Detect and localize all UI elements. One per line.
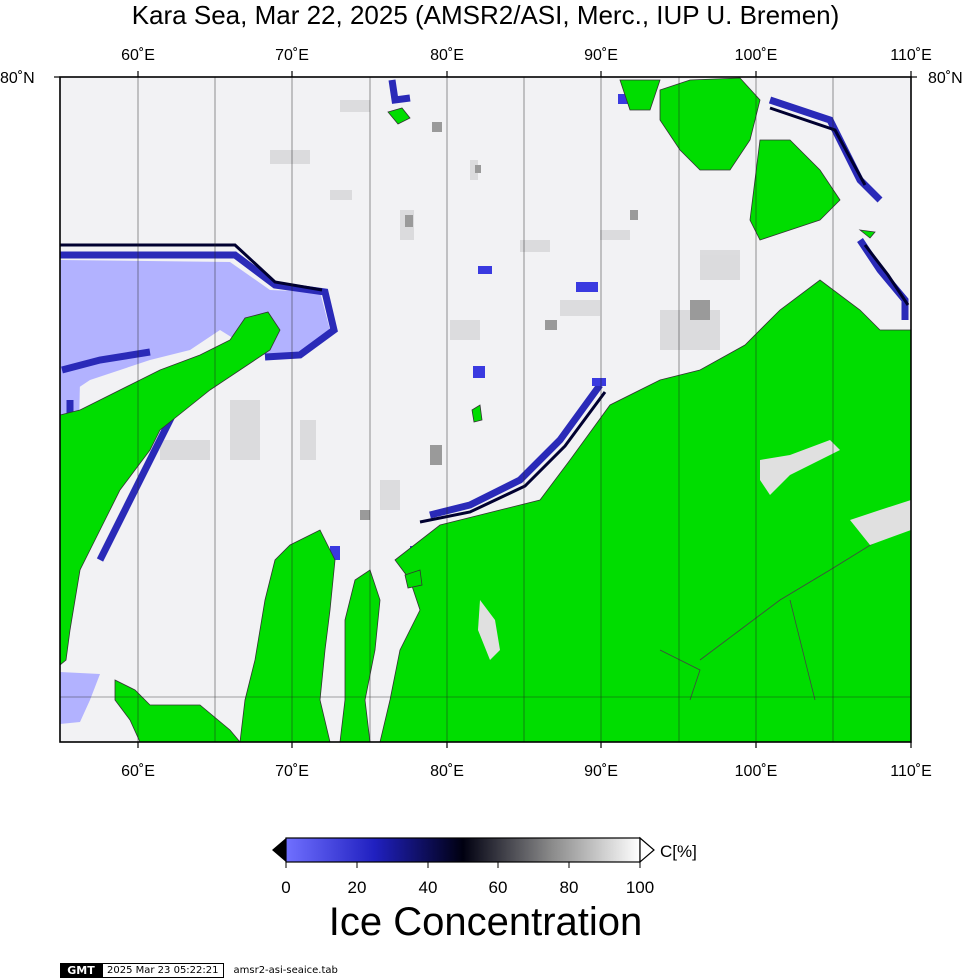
novaya-zemlya — [60, 311, 281, 666]
polar-urals-coast — [114, 679, 241, 742]
lon-label-bottom-80: 80˚E — [430, 763, 464, 780]
river-lines — [659, 519, 911, 701]
colorbar-unit: C[%] — [660, 842, 697, 861]
lat-label-left-80: 80˚N — [0, 70, 35, 87]
island-small-2 — [404, 569, 423, 589]
colorbar-tick-100: 100 — [626, 878, 654, 897]
ice-darker-texture — [360, 122, 710, 520]
island-small-3 — [858, 229, 876, 239]
lon-label-top-80: 80˚E — [430, 47, 464, 64]
colorbar-over-triangle — [639, 836, 655, 864]
lon-label-bottom-110: 110˚E — [890, 763, 932, 780]
severnaya-zemlya-2 — [749, 139, 841, 241]
colorbar-tick-80: 80 — [560, 878, 579, 897]
timestamp: 2025 Mar 23 05:22:21 — [102, 962, 224, 978]
lon-label-bottom-60: 60˚E — [121, 763, 155, 780]
estuary-ice — [478, 440, 911, 660]
colorbar-tick-60: 60 — [489, 878, 508, 897]
lon-label-top-60: 60˚E — [121, 47, 155, 64]
filename: amsr2-asi-seaice.tab — [233, 964, 338, 976]
axis-ticks — [54, 71, 917, 748]
land — [60, 77, 911, 742]
lon-label-bottom-100: 100˚E — [735, 763, 778, 780]
gmt-logo: GMT — [60, 962, 102, 978]
dark-ice-edge — [60, 106, 910, 524]
map-border — [59, 76, 912, 743]
island-small-1 — [471, 404, 483, 423]
severnaya-zemlya-3 — [619, 79, 661, 111]
lon-label-bottom-90: 90˚E — [584, 763, 618, 780]
severnaya-zemlya-1 — [659, 77, 761, 171]
colorbar-tick-40: 40 — [419, 878, 438, 897]
siberian-mainland — [379, 279, 911, 742]
island-ushakov — [387, 107, 411, 125]
colorbar-tick-0: 0 — [281, 878, 290, 897]
map-title: Kara Sea, Mar 22, 2025 (AMSR2/ASI, Merc.… — [131, 0, 840, 30]
graticule — [60, 77, 911, 742]
lon-label-bottom-70: 70˚E — [275, 763, 309, 780]
lat-label-right-80: 80˚N — [928, 70, 963, 87]
open-water-barents — [60, 260, 330, 400]
colorbar-under-triangle — [272, 838, 286, 862]
colorbar: 0 20 40 60 80 100 C[%] — [272, 836, 697, 897]
lon-label-top-110: 110˚E — [890, 47, 932, 64]
colorbar-title: Ice Concentration — [328, 900, 643, 944]
footer: GMT 2025 Mar 23 05:22:21 amsr2-asi-seaic… — [60, 962, 338, 978]
yamal-peninsula — [239, 529, 336, 742]
open-water-south — [60, 672, 100, 724]
lon-label-top-70: 70˚E — [275, 47, 309, 64]
colorbar-tick-20: 20 — [348, 878, 367, 897]
colorbar-gradient — [285, 837, 641, 863]
lon-label-top-100: 100˚E — [735, 47, 778, 64]
lon-label-top-90: 90˚E — [584, 47, 618, 64]
